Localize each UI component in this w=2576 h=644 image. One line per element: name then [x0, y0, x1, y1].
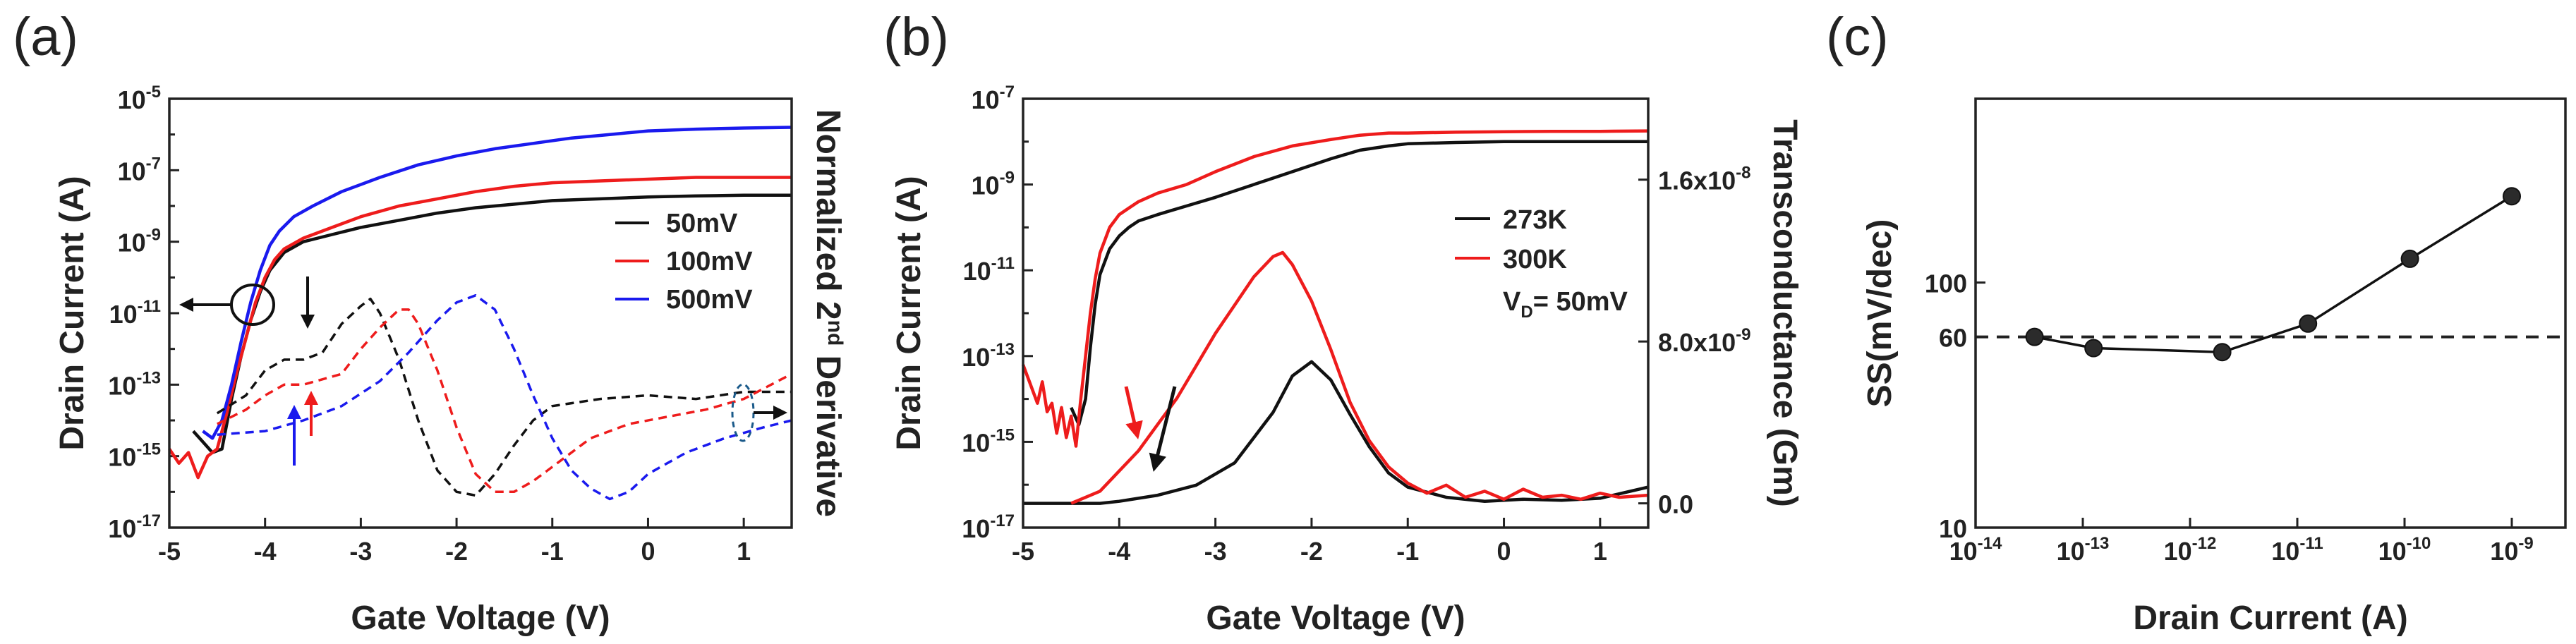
panel-c-series [1976, 187, 2565, 362]
panel-b-legend: 273K 300K VD= 50mV [1455, 205, 1628, 322]
series-273k-gm [1023, 360, 1649, 505]
panel-b-frame [1022, 97, 1650, 529]
y-tick-label: 10 [1939, 514, 1967, 543]
y-tick-label: 10-9 [972, 169, 1015, 200]
legend-label-500mv: 500mV [666, 285, 753, 315]
y-tick-label: 10-13 [108, 368, 161, 400]
onset-arrow-black [1149, 386, 1177, 472]
y-tick-label: 10-11 [109, 297, 161, 329]
x-tick-label: -2 [1300, 537, 1323, 566]
x-tick-label: -5 [158, 537, 181, 566]
panel-a-axes: -5 -4 -3 -2 -1 0 1 10-5 10-7 10-9 10-11 10-13 10-15 1… [108, 83, 751, 566]
panel-b-annotations [1124, 386, 1177, 472]
series-300k-gm [1070, 250, 1649, 505]
legend-label-273k: 273K [1503, 205, 1567, 235]
panel-a: (a) -5 -4 -3 -2 -1 0 1 10-5 10-7 10-9 10-11 10-13 10… [13, 7, 847, 637]
y-tick-label: 10-15 [108, 440, 161, 472]
y-tick-label: 60 [1939, 324, 1967, 353]
x-tick-label: -1 [1396, 537, 1419, 566]
panel-c-axes: 10-14 10-13 10-12 10-11 10-10 10-9 10 60 100 [1925, 269, 2534, 566]
panel-a-ylabel: Drain Current (A) [54, 176, 91, 450]
panel-a-frame [168, 97, 793, 529]
ss-point [2299, 314, 2318, 333]
series-100mv-2nd-derivative [217, 308, 792, 494]
panel-a-y2label: Normalized 2nd Derivative [809, 109, 847, 517]
series-100mv [168, 176, 792, 480]
x-tick-label: -4 [1108, 537, 1130, 566]
x-tick-label: 10-13 [2057, 534, 2110, 566]
y-tick-label: 10-17 [108, 511, 161, 543]
x-tick-label: 10-12 [2164, 534, 2217, 566]
ss-point [2503, 187, 2521, 206]
y-tick-label: 10-7 [118, 154, 161, 186]
panel-b-y2label: Transconductance (Gm) [1766, 119, 1803, 506]
panel-b-label: (b) [883, 7, 949, 67]
legend-label-100mv: 100mV [666, 247, 753, 277]
panel-a-series [168, 126, 792, 501]
onset-arrow-red [1124, 386, 1143, 439]
legend-vd-label: VD= 50mV [1503, 287, 1628, 322]
ss-point [2025, 327, 2044, 346]
panel-a-xlabel: Gate Voltage (V) [351, 600, 610, 637]
panel-c-ylabel: SS(mV/dec) [1861, 219, 1899, 408]
panel-a-label: (a) [13, 7, 78, 67]
series-ss-line [2034, 195, 2512, 353]
y-tick-label: 10-7 [972, 83, 1015, 114]
x-tick-label: 0 [641, 537, 655, 566]
y2-tick-label: 0.0 [1658, 490, 1693, 519]
x-tick-label: 1 [1593, 537, 1607, 566]
ss-point [2400, 249, 2419, 268]
x-tick-label: 10-14 [1949, 534, 2002, 566]
series-273k-id [1070, 140, 1648, 427]
x-tick-label: 0 [1497, 537, 1511, 566]
panel-a-annotations [179, 277, 787, 466]
x-tick-label: -1 [541, 537, 564, 566]
panel-c-label: (c) [1826, 7, 1889, 67]
ss-point [2084, 339, 2103, 358]
series-50mv [192, 193, 792, 454]
x-tick-label: 10-9 [2490, 534, 2533, 566]
y-tick-label: 10-17 [962, 511, 1015, 543]
x-tick-label: -5 [1012, 537, 1034, 566]
series-500mv-2nd-derivative [217, 293, 792, 501]
panel-a-legend: 50mV 100mV 500mV [615, 209, 753, 315]
x-tick-label: -3 [349, 537, 372, 566]
x-tick-label: 1 [737, 537, 751, 566]
x-tick-label: -4 [254, 537, 277, 566]
panel-c-frame [1974, 97, 2567, 529]
y-tick-label: 10-11 [963, 254, 1015, 286]
x-tick-label: 10-11 [2271, 534, 2323, 566]
y-tick-label: 10-9 [118, 226, 161, 257]
series-500mv [202, 126, 792, 440]
x-tick-label: 10-10 [2378, 534, 2431, 566]
y-tick-label: 10-5 [118, 83, 161, 114]
panel-b-axes: -5 -4 -3 -2 -1 0 1 10-7 10-9 10-11 10-13 10-15 10-17… [962, 83, 1750, 566]
panel-b: (b) -5 -4 -3 -2 -1 0 1 10-7 10-9 10-11 10-13 10-15 1… [883, 7, 1803, 637]
y-tick-label: 10-13 [962, 340, 1015, 372]
panel-b-xlabel: Gate Voltage (V) [1206, 600, 1465, 637]
y2-tick-label: 1.6x10-8 [1658, 164, 1750, 195]
y-tick-label: 100 [1925, 269, 1967, 298]
panel-c-xlabel: Drain Current (A) [2133, 600, 2407, 637]
panel-c: (c) 10-14 10-13 10-12 10-11 10-10 10-9 10 60 100… [1826, 7, 2567, 637]
legend-label-300k: 300K [1503, 245, 1567, 274]
series-300k-id [1021, 129, 1649, 448]
y-tick-label: 10-15 [962, 425, 1015, 457]
panel-b-ylabel: Drain Current (A) [890, 176, 928, 450]
panel-b-series [1021, 129, 1649, 505]
legend-label-50mv: 50mV [666, 209, 738, 238]
ss-point [2213, 343, 2232, 362]
y2-tick-label: 8.0x10-9 [1658, 325, 1750, 357]
x-tick-label: -3 [1204, 537, 1227, 566]
x-tick-label: -2 [445, 537, 468, 566]
series-50mv-2nd-derivative [216, 297, 792, 497]
